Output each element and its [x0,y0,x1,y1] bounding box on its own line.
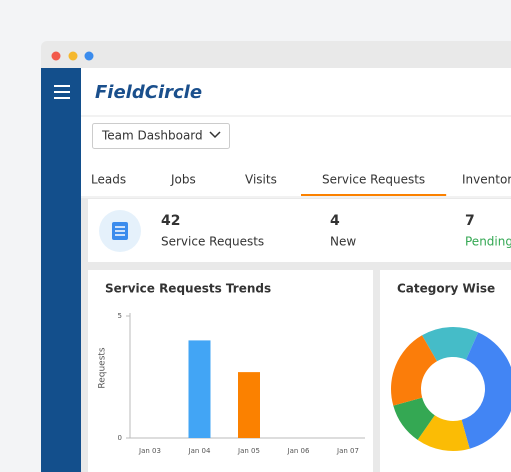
x-tick-label: Jan 07 [336,447,359,455]
minimize-dot[interactable] [68,51,78,61]
category-title: Category Wise [397,282,495,296]
stat-value: 7 [465,213,475,229]
donut-segment [461,332,511,449]
tab[interactable]: Leads [91,173,126,187]
stats-icon-lines [115,226,125,236]
tab[interactable]: Jobs [170,173,196,187]
stats-card [88,199,511,262]
dashboard-select-label: Team Dashboard [101,129,203,143]
x-tick-label: Jan 04 [188,447,211,455]
x-tick-label: Jan 03 [138,447,161,455]
maximize-dot[interactable] [84,51,94,61]
close-dot[interactable] [51,51,61,61]
donut-segment [417,415,470,451]
y-axis-label: Requests [98,347,108,389]
x-tick-label: Jan 05 [237,447,260,455]
x-tick-label: Jan 06 [287,447,310,455]
stat-value: 42 [161,213,180,229]
logo: FieldCircle [95,82,202,103]
bar [188,340,211,438]
tab[interactable]: Inventory [462,173,511,187]
tab[interactable]: Visits [245,173,277,187]
donut-segment [422,326,479,362]
active-tab-indicator [301,194,447,196]
trend-title: Service Requests Trends [105,282,271,296]
chevron [209,131,221,139]
stat-value: 4 [330,213,340,229]
donut-segment [390,335,437,406]
sidebar [41,68,81,472]
trend-card [88,270,373,472]
bar [238,372,260,438]
stat-label: Pending [465,235,511,249]
y-tick-label: 5 [118,312,122,320]
tab[interactable]: Service Requests [322,173,425,187]
menu-button[interactable] [54,85,70,99]
dashboard-select[interactable] [92,123,230,149]
y-tick-label: 0 [118,434,122,442]
stat-label: New [330,235,356,249]
stat-label: Service Requests [161,235,264,249]
donut-segment [393,397,435,440]
